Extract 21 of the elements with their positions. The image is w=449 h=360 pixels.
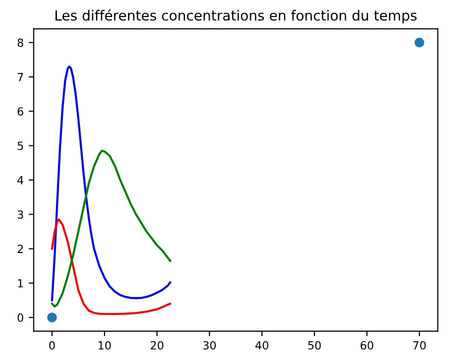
line-series [51, 218, 172, 316]
x-tick-label: 30 [203, 341, 216, 350]
x-tick-label: 40 [255, 341, 268, 350]
y-tick-label: 3 [18, 210, 24, 219]
line-series [51, 150, 172, 308]
x-tick-label: 10 [98, 341, 111, 350]
y-tick-label: 4 [17, 176, 24, 184]
line-series [51, 66, 172, 302]
x-tick-label: 50 [308, 341, 321, 350]
y-tick-label: 1 [18, 279, 23, 288]
x-tick-label: 20 [150, 341, 164, 350]
x-tick-label: 60 [360, 341, 374, 350]
y-tick-label: 6 [18, 107, 24, 116]
y-tick-label: 5 [18, 142, 23, 150]
chart-title: Les différentes concentrations en fonction du temps [56, 9, 417, 24]
y-tick-label: 0 [18, 313, 24, 322]
y-tick-label: 8 [18, 38, 24, 47]
x-tick-label: 0 [49, 341, 55, 350]
y-tick-label: 7 [18, 73, 24, 82]
x-tick-label: 70 [413, 341, 426, 350]
y-tick-label: 2 [18, 244, 23, 253]
